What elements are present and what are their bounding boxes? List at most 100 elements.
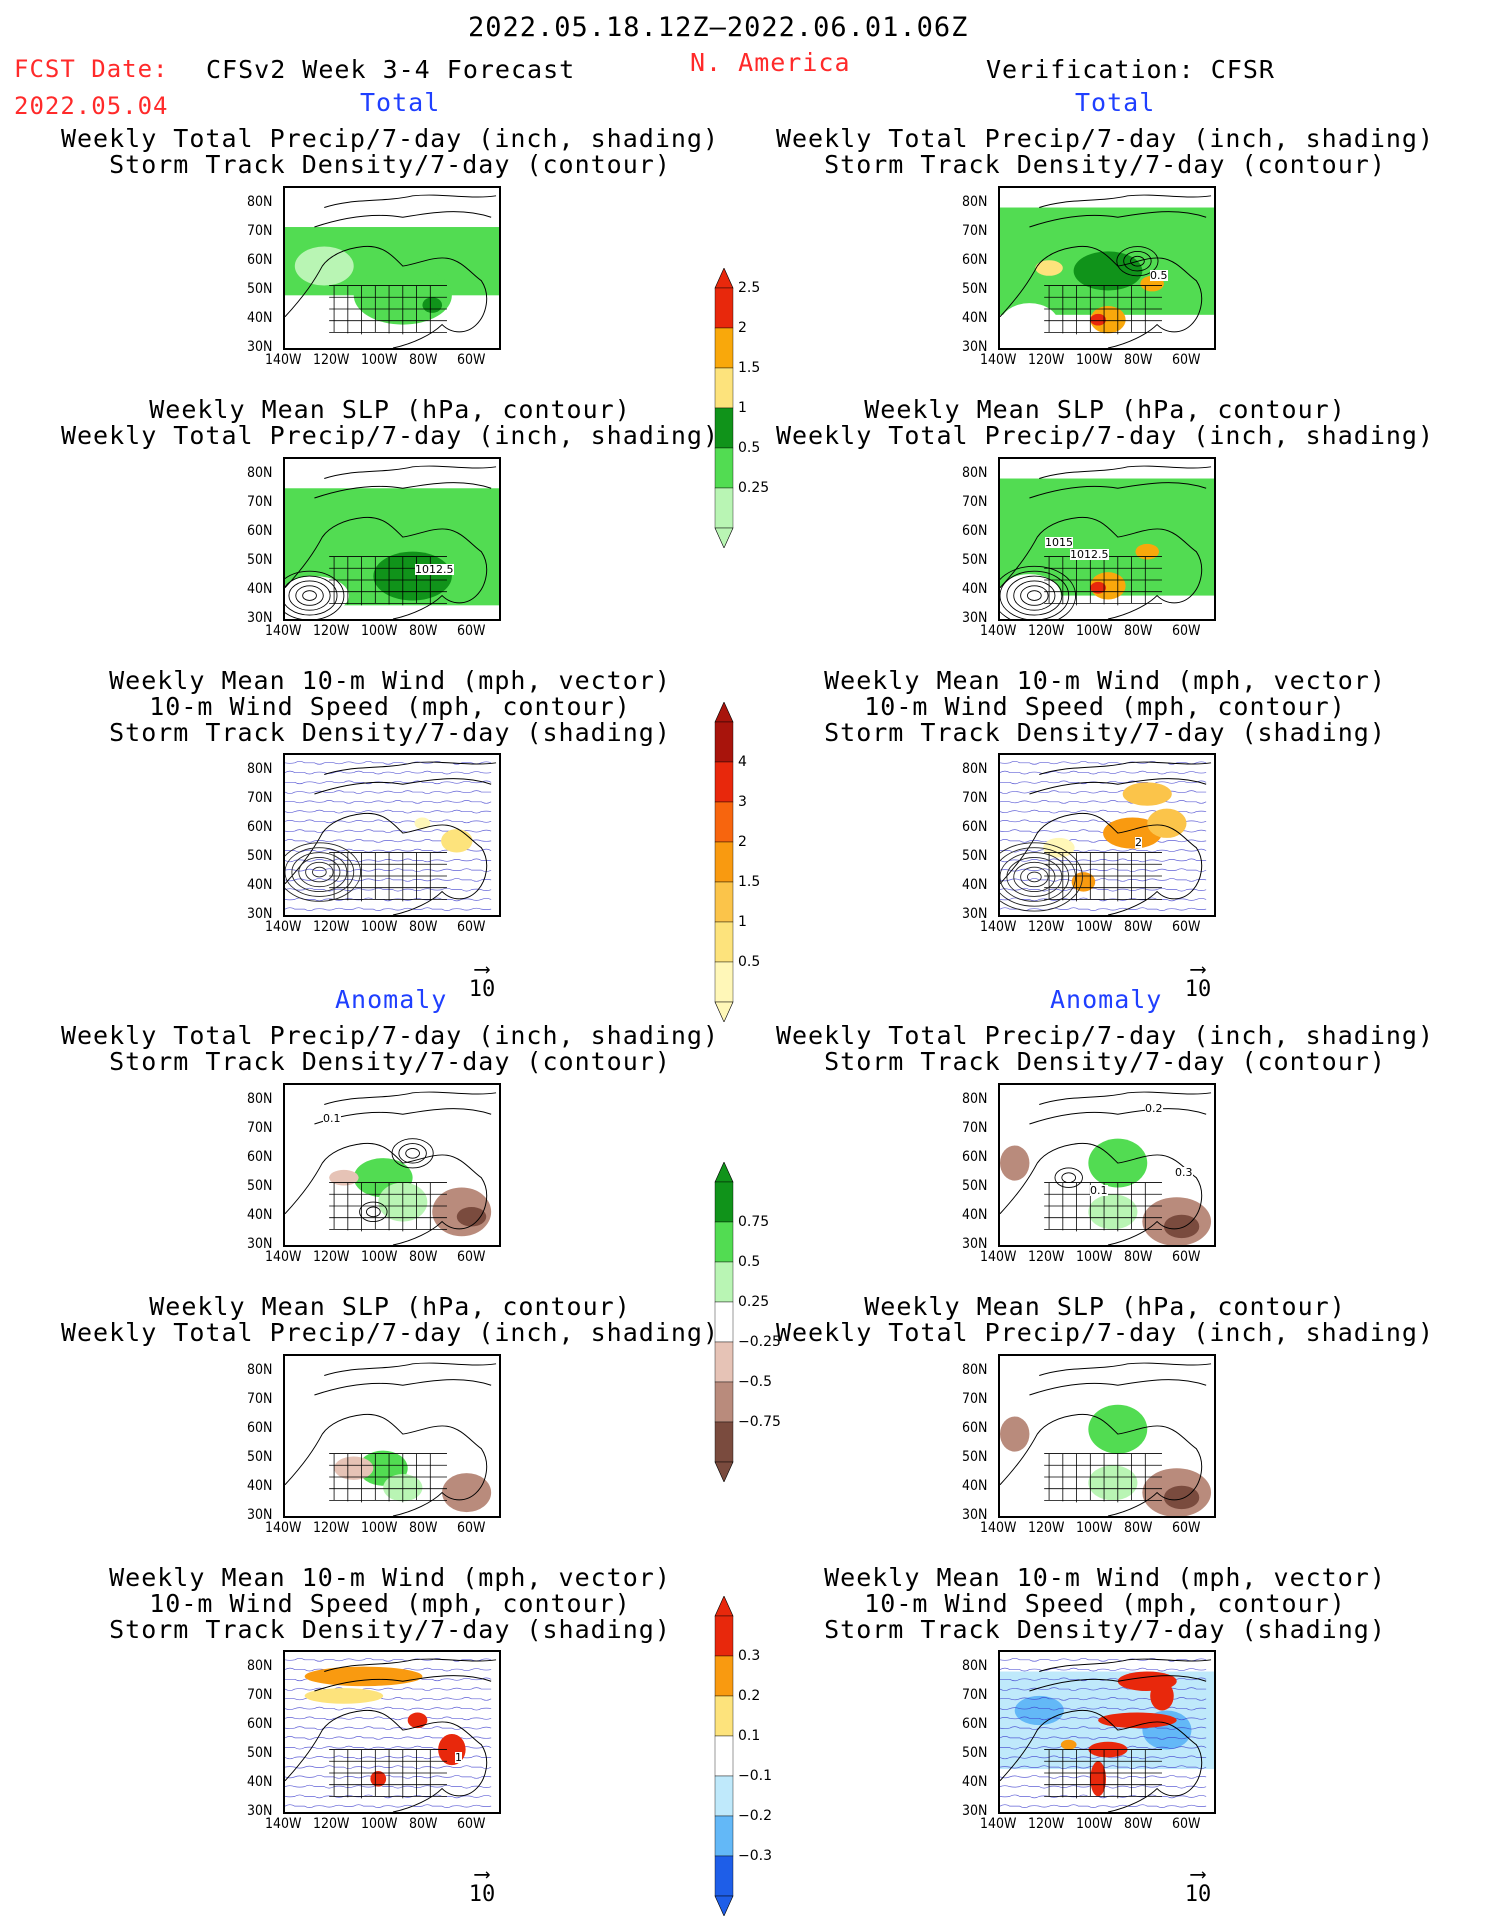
vector-ref-r3-left: ⟶ 10 bbox=[468, 957, 496, 1003]
lat-tick-label: 70N bbox=[962, 1391, 988, 1407]
lon-tick-label: 120W bbox=[313, 1249, 350, 1265]
map-panel-r5-left bbox=[283, 1354, 501, 1518]
lon-tick-label: 140W bbox=[980, 352, 1017, 368]
colorbar-tick-label: 0.5 bbox=[738, 440, 761, 456]
lon-tick-label: 60W bbox=[457, 623, 486, 639]
lon-tick-label: 140W bbox=[265, 919, 302, 935]
lat-tick-label: 70N bbox=[962, 494, 988, 510]
lon-tick-label: 140W bbox=[265, 1520, 302, 1536]
lat-tick-label: 30N bbox=[962, 610, 988, 626]
lon-tick-label: 60W bbox=[457, 352, 486, 368]
map-panel-r4-right: 0.2 0.1 0.3 bbox=[998, 1083, 1216, 1247]
lon-tick-label: 100W bbox=[361, 919, 398, 935]
lat-tick-label: 80N bbox=[247, 194, 273, 210]
lat-tick-label: 80N bbox=[247, 1091, 273, 1107]
lat-tick-label: 30N bbox=[962, 1236, 988, 1252]
lat-tick-label: 60N bbox=[247, 1420, 273, 1436]
lon-tick-label: 60W bbox=[457, 1249, 486, 1265]
lat-tick-label: 70N bbox=[962, 1687, 988, 1703]
colorbar-tick-label: 0.75 bbox=[738, 1214, 770, 1230]
panel-title-r2-left: Weekly Mean SLP (hPa, contour) Weekly Tot… bbox=[60, 395, 720, 450]
contour-label: 2 bbox=[1135, 836, 1142, 849]
lat-tick-label: 50N bbox=[247, 552, 273, 568]
lon-tick-label: 60W bbox=[1172, 1249, 1201, 1265]
lat-tick-label: 40N bbox=[962, 1207, 988, 1223]
lon-tick-label: 100W bbox=[1076, 919, 1113, 935]
lon-tick-label: 120W bbox=[313, 352, 350, 368]
panel-title-r1-left: Weekly Total Precip/7-day (inch, shading… bbox=[60, 124, 720, 179]
colorbar-tick-label: −0.75 bbox=[738, 1414, 781, 1430]
lat-tick-label: 60N bbox=[962, 1420, 988, 1436]
lat-tick-label: 50N bbox=[247, 1745, 273, 1761]
contour-label: 0.2 bbox=[1145, 1102, 1163, 1115]
lat-tick-label: 70N bbox=[247, 790, 273, 806]
lat-tick-label: 60N bbox=[247, 523, 273, 539]
lon-tick-label: 100W bbox=[361, 352, 398, 368]
lon-tick-label: 120W bbox=[1028, 623, 1065, 639]
lat-tick-label: 70N bbox=[247, 223, 273, 239]
colorbar-tick-label: −0.1 bbox=[738, 1768, 772, 1784]
colorbar-tick-label: 0.25 bbox=[738, 480, 770, 496]
lon-tick-label: 60W bbox=[457, 1520, 486, 1536]
forecast-period: 2022.05.18.12Z—2022.06.01.06Z bbox=[468, 12, 969, 43]
lat-tick-label: 50N bbox=[247, 848, 273, 864]
lon-tick-label: 60W bbox=[1172, 623, 1201, 639]
fcst-date: 2022.05.04 bbox=[14, 92, 169, 120]
panel-title-r6-left: Weekly Mean 10-m Wind (mph, vector) 10-m … bbox=[109, 1563, 671, 1644]
lon-tick-label: 80W bbox=[409, 1816, 438, 1832]
section-anomaly-left: Anomaly bbox=[335, 985, 448, 1014]
lon-tick-label: 100W bbox=[1076, 1816, 1113, 1832]
lon-tick-label: 140W bbox=[980, 1249, 1017, 1265]
map-panel-r3-right: 2 bbox=[998, 753, 1216, 917]
contour-label: 1012.5 bbox=[415, 563, 454, 576]
colorbar-tick-label: 1 bbox=[738, 400, 747, 416]
lon-tick-label: 140W bbox=[980, 919, 1017, 935]
map-panel-r4-left: 0.1 bbox=[283, 1083, 501, 1247]
region-label: N. America bbox=[690, 48, 851, 77]
lon-tick-label: 60W bbox=[1172, 1816, 1201, 1832]
lat-tick-label: 40N bbox=[247, 1478, 273, 1494]
lat-tick-label: 50N bbox=[962, 1449, 988, 1465]
lon-tick-label: 60W bbox=[1172, 352, 1201, 368]
lon-tick-label: 60W bbox=[1172, 1520, 1201, 1536]
lat-tick-label: 30N bbox=[247, 610, 273, 626]
lat-tick-label: 40N bbox=[962, 1774, 988, 1790]
lon-tick-label: 60W bbox=[457, 919, 486, 935]
lat-tick-label: 60N bbox=[247, 1149, 273, 1165]
map-panel-r1-left bbox=[283, 186, 501, 350]
panel-title-r3-right: Weekly Mean 10-m Wind (mph, vector) 10-m … bbox=[824, 666, 1386, 747]
vector-ref-r6-right: ⟶ 10 bbox=[1184, 1862, 1212, 1908]
colorbar-tick-label: 0.25 bbox=[738, 1294, 770, 1310]
lat-tick-label: 70N bbox=[962, 223, 988, 239]
lon-tick-label: 80W bbox=[409, 919, 438, 935]
lon-tick-label: 80W bbox=[409, 1249, 438, 1265]
lat-tick-label: 60N bbox=[962, 252, 988, 268]
lat-tick-label: 50N bbox=[962, 1745, 988, 1761]
lat-tick-label: 40N bbox=[962, 581, 988, 597]
colorbar-tick-label: 4 bbox=[738, 754, 747, 770]
lon-tick-label: 60W bbox=[1172, 919, 1201, 935]
section-anomaly-right: Anomaly bbox=[1050, 985, 1163, 1014]
lat-tick-label: 70N bbox=[962, 790, 988, 806]
colorbar-storm-total bbox=[712, 701, 736, 1026]
lat-tick-label: 70N bbox=[247, 1687, 273, 1703]
contour-label: 1012.5 bbox=[1070, 548, 1109, 561]
contour-label: 0.1 bbox=[323, 1112, 341, 1125]
panel-title-r1-right: Weekly Total Precip/7-day (inch, shading… bbox=[775, 124, 1435, 179]
colorbar-tick-label: −0.3 bbox=[738, 1848, 772, 1864]
contour-label: 0.3 bbox=[1175, 1166, 1193, 1179]
colorbar-tick-label: −0.25 bbox=[738, 1334, 781, 1350]
lat-tick-label: 60N bbox=[962, 819, 988, 835]
lat-tick-label: 60N bbox=[247, 819, 273, 835]
lon-tick-label: 120W bbox=[313, 623, 350, 639]
lat-tick-label: 50N bbox=[962, 281, 988, 297]
lon-tick-label: 80W bbox=[1124, 1520, 1153, 1536]
section-total-right: Total bbox=[1075, 88, 1156, 117]
colorbar-tick-label: 1 bbox=[738, 914, 747, 930]
panel-title-r5-right: Weekly Mean SLP (hPa, contour) Weekly Tot… bbox=[775, 1292, 1435, 1347]
lat-tick-label: 50N bbox=[962, 552, 988, 568]
lat-tick-label: 50N bbox=[247, 1178, 273, 1194]
panel-title-r5-left: Weekly Mean SLP (hPa, contour) Weekly Tot… bbox=[60, 1292, 720, 1347]
colorbar-tick-label: 2 bbox=[738, 834, 747, 850]
vector-ref-r3-right: ⟶ 10 bbox=[1184, 957, 1212, 1003]
